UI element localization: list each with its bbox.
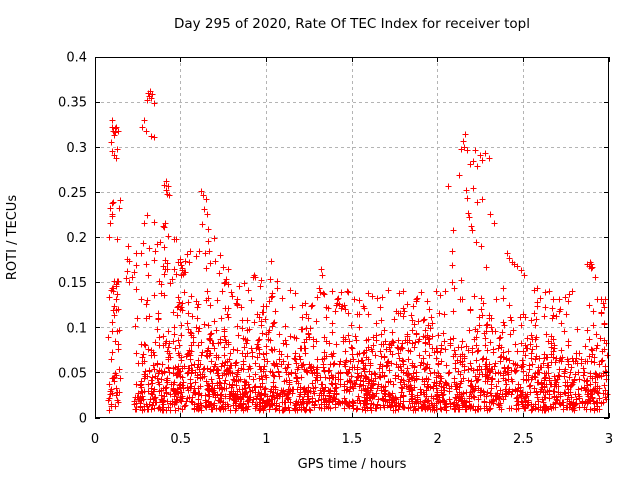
- y-tick-label: 0.35: [58, 96, 87, 111]
- grid-path: [95, 57, 609, 418]
- x-tick-label: 3: [605, 432, 613, 447]
- y-tick-label: 0.3: [66, 141, 87, 156]
- grid-lines: [95, 57, 609, 418]
- x-tick-label: 1.5: [342, 432, 363, 447]
- y-tick-label: 0.25: [58, 186, 87, 201]
- x-tick-label: 2.5: [513, 432, 534, 447]
- scatter-markers-path: [105, 88, 611, 414]
- tick-marks: [95, 57, 610, 419]
- y-tick-label: 0.1: [66, 321, 87, 336]
- y-tick-label: 0.2: [66, 231, 87, 246]
- x-tick-label: 2: [434, 432, 442, 447]
- y-tick-label: 0: [79, 412, 87, 427]
- x-tick-labels: 0 0.5 1 1.5 2 2.5 3: [91, 432, 613, 447]
- y-tick-label: 0.05: [58, 366, 87, 381]
- x-axis-label: GPS time / hours: [298, 457, 407, 472]
- x-tick-label: 0: [91, 432, 99, 447]
- x-tick-label: 0.5: [170, 432, 191, 447]
- y-tick-label: 0.4: [66, 51, 87, 66]
- y-tick-labels: 0 0.05 0.1 0.15 0.2 0.25 0.3 0.35 0.4: [58, 51, 87, 427]
- y-tick-label: 0.15: [58, 276, 87, 291]
- data-points: [105, 88, 611, 414]
- tick-marks-path: [95, 57, 610, 419]
- x-tick-label: 1: [262, 432, 270, 447]
- chart-title: Day 295 of 2020, Rate Of TEC Index for r…: [174, 16, 530, 32]
- y-axis-label: ROTI / TECUs: [5, 195, 20, 280]
